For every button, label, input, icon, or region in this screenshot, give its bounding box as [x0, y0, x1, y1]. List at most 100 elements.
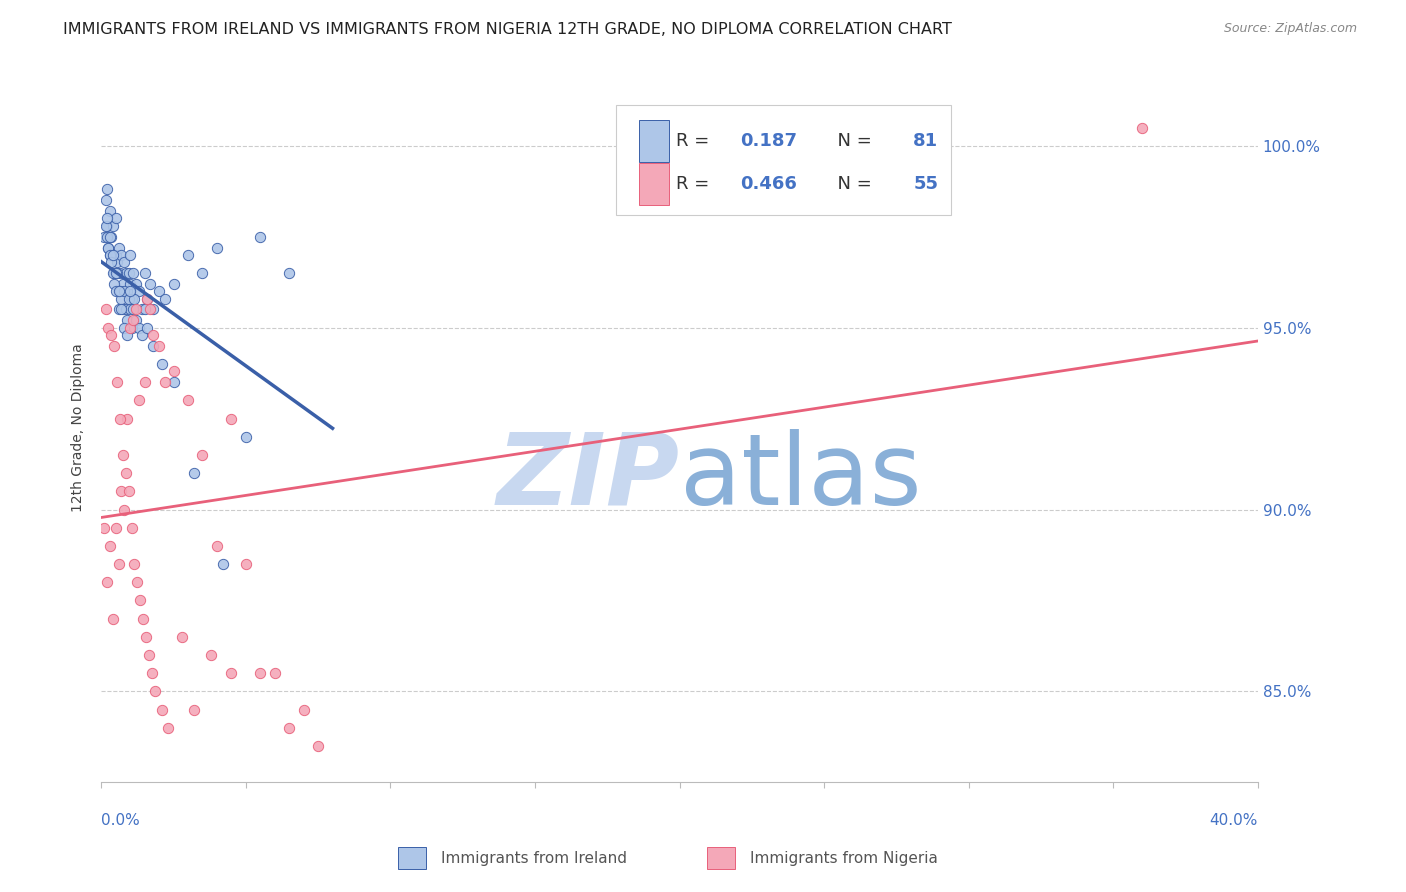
- FancyBboxPatch shape: [640, 163, 669, 205]
- Point: [98, 248, 121, 262]
- Point: [205, 539, 228, 553]
- Point: [211, 557, 233, 571]
- Point: [172, 630, 194, 644]
- Point: [183, 466, 205, 480]
- Point: [110, 248, 132, 262]
- Point: [221, 411, 243, 425]
- Point: [142, 339, 165, 353]
- Point: [120, 320, 142, 334]
- Point: [122, 266, 145, 280]
- Point: [94, 194, 117, 208]
- Point: [124, 557, 146, 571]
- Point: [120, 248, 142, 262]
- Point: [136, 292, 159, 306]
- Point: [148, 285, 170, 299]
- Point: [107, 241, 129, 255]
- Point: [136, 320, 159, 334]
- Point: [150, 703, 173, 717]
- Point: [94, 302, 117, 317]
- Point: [96, 229, 118, 244]
- Point: [108, 411, 131, 425]
- Point: [142, 302, 165, 317]
- Point: [115, 285, 138, 299]
- Point: [98, 539, 121, 553]
- Point: [96, 211, 118, 226]
- Text: Source: ZipAtlas.com: Source: ZipAtlas.com: [1223, 22, 1357, 36]
- Point: [103, 266, 125, 280]
- Point: [122, 302, 145, 317]
- Point: [105, 375, 128, 389]
- Point: [135, 630, 157, 644]
- Point: [249, 666, 271, 681]
- Point: [111, 448, 134, 462]
- FancyBboxPatch shape: [616, 105, 952, 215]
- Point: [104, 248, 127, 262]
- Point: [156, 721, 179, 735]
- Point: [115, 411, 138, 425]
- Point: [97, 320, 120, 334]
- Point: [118, 292, 141, 306]
- Point: [121, 521, 143, 535]
- Point: [98, 248, 121, 262]
- Point: [97, 241, 120, 255]
- Point: [110, 484, 132, 499]
- Point: [122, 313, 145, 327]
- Point: [139, 302, 162, 317]
- Point: [162, 364, 184, 378]
- Point: [114, 466, 136, 480]
- Point: [101, 248, 124, 262]
- Text: 81: 81: [912, 132, 938, 150]
- Point: [120, 277, 142, 291]
- Text: N =: N =: [827, 175, 877, 193]
- Point: [183, 703, 205, 717]
- Point: [150, 357, 173, 371]
- Point: [235, 557, 257, 571]
- Point: [131, 302, 153, 317]
- Point: [153, 292, 176, 306]
- Point: [278, 266, 301, 280]
- Point: [121, 292, 143, 306]
- Point: [112, 255, 135, 269]
- Point: [177, 248, 200, 262]
- Point: [112, 285, 135, 299]
- Point: [93, 521, 115, 535]
- Point: [98, 204, 121, 219]
- Point: [191, 266, 214, 280]
- Point: [307, 739, 329, 753]
- Point: [110, 292, 132, 306]
- Point: [132, 612, 155, 626]
- Point: [101, 612, 124, 626]
- Point: [221, 666, 243, 681]
- Text: 0.466: 0.466: [740, 175, 797, 193]
- Point: [107, 285, 129, 299]
- FancyBboxPatch shape: [640, 120, 669, 161]
- Point: [96, 219, 118, 233]
- Point: [96, 182, 118, 196]
- Point: [94, 219, 117, 233]
- Point: [141, 666, 163, 681]
- Point: [191, 448, 214, 462]
- Point: [105, 255, 128, 269]
- Point: [114, 266, 136, 280]
- Point: [162, 375, 184, 389]
- Text: ZIP: ZIP: [496, 429, 679, 526]
- Point: [138, 648, 160, 662]
- Point: [142, 327, 165, 342]
- Point: [104, 266, 127, 280]
- Point: [115, 327, 138, 342]
- Text: Immigrants from Ireland: Immigrants from Ireland: [441, 851, 627, 865]
- Point: [112, 320, 135, 334]
- Point: [104, 285, 127, 299]
- Point: [128, 393, 150, 408]
- Point: [101, 219, 124, 233]
- Point: [121, 320, 143, 334]
- Point: [100, 255, 122, 269]
- Point: [100, 229, 122, 244]
- Point: [105, 266, 128, 280]
- Point: [148, 339, 170, 353]
- Text: 0.0%: 0.0%: [101, 813, 141, 828]
- Text: Immigrants from Nigeria: Immigrants from Nigeria: [749, 851, 938, 865]
- Point: [205, 241, 228, 255]
- Point: [292, 703, 315, 717]
- Point: [162, 277, 184, 291]
